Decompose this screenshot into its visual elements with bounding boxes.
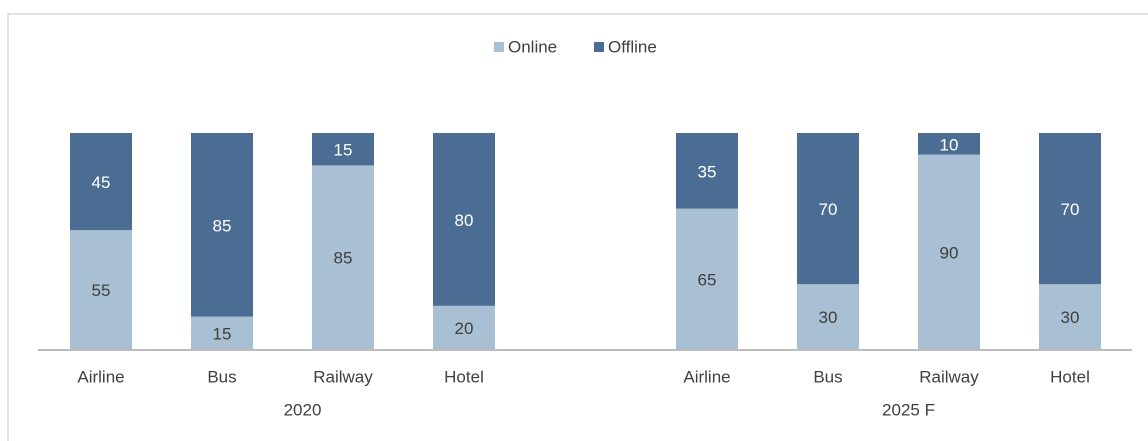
data-label: 85 [213,216,232,235]
data-label: 80 [455,211,474,230]
legend-swatch [594,42,604,52]
data-label: 10 [940,135,959,154]
group-label: 2020 [284,400,322,419]
bar-segment [191,133,253,317]
x-tick-label: Railway [313,367,373,386]
bar-segment [918,133,980,155]
data-label: 90 [940,243,959,262]
bar-segment [1039,284,1101,349]
x-tick-label: Bus [813,367,842,386]
bar-segment [70,133,132,231]
data-label: 55 [92,281,111,300]
x-tick-label: Airline [683,367,730,386]
bar-segment [191,316,253,349]
bar-segment [70,230,132,349]
data-label: 15 [213,324,232,343]
data-label: 45 [92,173,111,192]
bar-segment [433,133,495,306]
data-label: 30 [819,308,838,327]
chart-frame [7,13,1148,441]
data-label: 15 [334,141,353,160]
bar-segment [918,154,980,349]
x-tick-label: Airline [77,367,124,386]
x-tick-label: Hotel [1050,367,1090,386]
bar-segment [797,284,859,349]
data-label: 30 [1061,308,1080,327]
x-tick-label: Hotel [444,367,484,386]
legend-label: Online [508,37,557,56]
group-label: 2025 F [882,400,935,419]
bar-segment [433,305,495,349]
bar-segment [676,133,738,209]
bar-segment [797,133,859,285]
x-tick-label: Railway [919,367,979,386]
data-label: 85 [334,249,353,268]
bar-segment [676,208,738,349]
legend-swatch [494,42,504,52]
data-label: 70 [1061,200,1080,219]
legend-label: Offline [608,37,657,56]
bar-segment [312,165,374,349]
data-label: 65 [698,270,717,289]
data-label: 20 [455,319,474,338]
bar-segment [312,133,374,166]
data-label: 35 [698,162,717,181]
data-label: 70 [819,200,838,219]
bar-segment [1039,133,1101,285]
x-tick-label: Bus [207,367,236,386]
